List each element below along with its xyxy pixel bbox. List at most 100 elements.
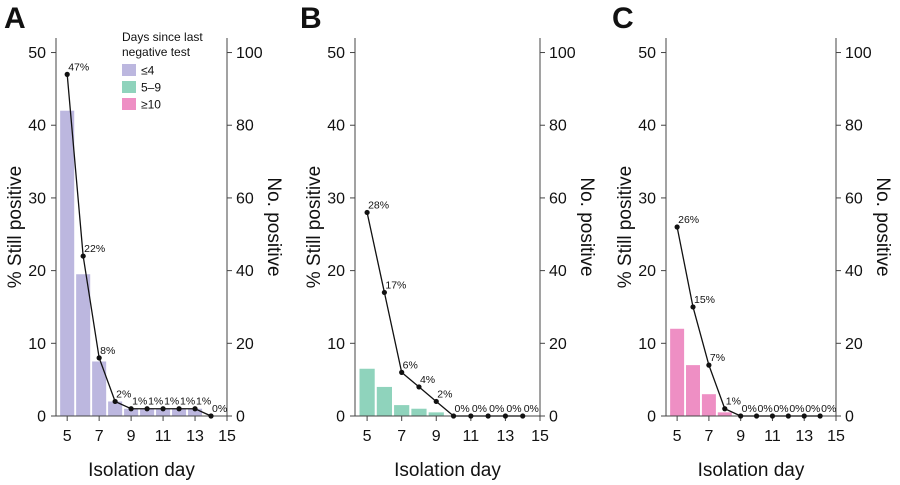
- y-tick-label-left: 0: [37, 409, 46, 426]
- y-axis-title-right: No. positive: [872, 177, 893, 276]
- y-tick-label-left: 50: [327, 45, 345, 62]
- percent-label: 1%: [726, 396, 741, 408]
- line-point: [706, 362, 712, 368]
- x-tick-label: 9: [127, 428, 136, 445]
- x-tick-label: 5: [363, 428, 372, 445]
- line-point: [208, 413, 214, 419]
- percent-label: 7%: [710, 352, 725, 364]
- percent-label: 0%: [212, 403, 227, 415]
- legend-title: Days since last: [122, 30, 203, 44]
- y-tick-label-right: 100: [236, 45, 263, 62]
- y-axis-title-left: % Still positive: [615, 166, 636, 289]
- y-tick-label-left: 40: [327, 118, 345, 135]
- line-point: [690, 304, 696, 310]
- y-tick-label-left: 20: [638, 263, 656, 280]
- percent-label: 1%: [148, 396, 163, 408]
- line-point: [80, 253, 86, 259]
- percent-label: 2%: [437, 388, 452, 400]
- panel-a: A 0 10 20 30 40 50 0 20 40 60 80 100 5 7 9 11 13 15 Isolati…: [4, 2, 284, 481]
- panel-letter: C: [612, 2, 634, 35]
- bar: [717, 412, 732, 416]
- y-tick-label-right: 20: [549, 336, 567, 353]
- percent-label: 1%: [164, 396, 179, 408]
- x-tick-label: 9: [432, 428, 441, 445]
- positive-count-line: [366, 212, 523, 417]
- legend-label: 5–9: [141, 81, 161, 95]
- percent-label: 0%: [742, 403, 757, 415]
- percent-label: 22%: [84, 243, 105, 255]
- y-tick-label-left: 0: [336, 409, 345, 426]
- y-axis-title-left: % Still positive: [5, 166, 26, 289]
- line-point: [381, 289, 387, 296]
- y-tick-label-right: 0: [845, 409, 854, 426]
- legend-label: ≥10: [141, 98, 161, 112]
- line-point: [785, 413, 791, 419]
- positive-count-line: [66, 74, 212, 417]
- percent-label: 1%: [196, 396, 211, 408]
- percent-label: 4%: [420, 374, 435, 386]
- legend-swatch: [122, 81, 136, 93]
- bar: [188, 408, 203, 416]
- percent-label: 0%: [773, 403, 788, 415]
- line-point: [399, 369, 405, 375]
- bar: [428, 412, 444, 416]
- y-tick-label-left: 40: [28, 118, 46, 135]
- y-tick-label-right: 40: [236, 263, 254, 280]
- bar: [140, 408, 155, 416]
- y-tick-label-right: 60: [845, 190, 863, 207]
- bar: [411, 408, 427, 416]
- x-tick-label: 5: [673, 428, 682, 445]
- x-tick-label: 7: [397, 428, 406, 445]
- y-tick-label-left: 30: [327, 190, 345, 207]
- y-tick-label-right: 20: [236, 336, 254, 353]
- legend-swatch: [122, 64, 136, 76]
- y-tick-label-left: 0: [647, 409, 656, 426]
- line-point: [64, 71, 70, 77]
- percent-label: 2%: [116, 388, 131, 400]
- x-tick-label: 11: [155, 428, 172, 445]
- percent-label: 0%: [821, 403, 836, 415]
- positive-count-line: [676, 226, 821, 417]
- x-tick-label: 7: [704, 428, 713, 445]
- percent-label: 15%: [694, 294, 715, 306]
- y-tick-label-left: 40: [638, 118, 656, 135]
- y-tick-label-left: 10: [638, 336, 656, 353]
- line-point: [502, 413, 509, 419]
- y-tick-label-left: 10: [28, 336, 46, 353]
- percent-label: 17%: [385, 279, 406, 291]
- legend-title: negative test: [122, 45, 191, 59]
- x-tick-label: 5: [63, 428, 72, 445]
- line-point: [416, 384, 422, 390]
- y-tick-label-left: 30: [638, 190, 656, 207]
- bar: [60, 110, 75, 416]
- percent-label: 0%: [489, 403, 504, 415]
- y-tick-label-right: 100: [845, 45, 872, 62]
- x-tick-label: 13: [497, 428, 515, 445]
- line-point: [520, 413, 526, 419]
- percent-label: 0%: [455, 403, 470, 415]
- percent-label: 0%: [524, 403, 539, 415]
- panel-letter: A: [4, 2, 26, 35]
- percent-label: 28%: [368, 199, 389, 211]
- y-tick-label-right: 60: [236, 190, 254, 207]
- y-axis-title-left: % Still positive: [304, 166, 325, 289]
- y-tick-label-right: 80: [549, 118, 567, 135]
- y-tick-label-right: 0: [549, 409, 558, 426]
- x-tick-label: 15: [218, 428, 236, 445]
- bar: [172, 408, 187, 416]
- x-tick-label: 13: [795, 428, 813, 445]
- line-point: [801, 413, 807, 419]
- line-point: [364, 209, 370, 216]
- bar: [124, 408, 139, 416]
- y-tick-label-right: 60: [549, 190, 567, 207]
- x-tick-label: 11: [764, 428, 781, 445]
- x-axis-title: Isolation day: [88, 460, 195, 481]
- y-axis-title-right: No. positive: [576, 177, 597, 276]
- bar: [686, 365, 700, 416]
- line-point: [112, 398, 118, 405]
- line-point: [769, 413, 776, 419]
- legend-swatch: [122, 98, 136, 110]
- bar: [76, 274, 91, 416]
- y-tick-label-left: 50: [28, 45, 46, 62]
